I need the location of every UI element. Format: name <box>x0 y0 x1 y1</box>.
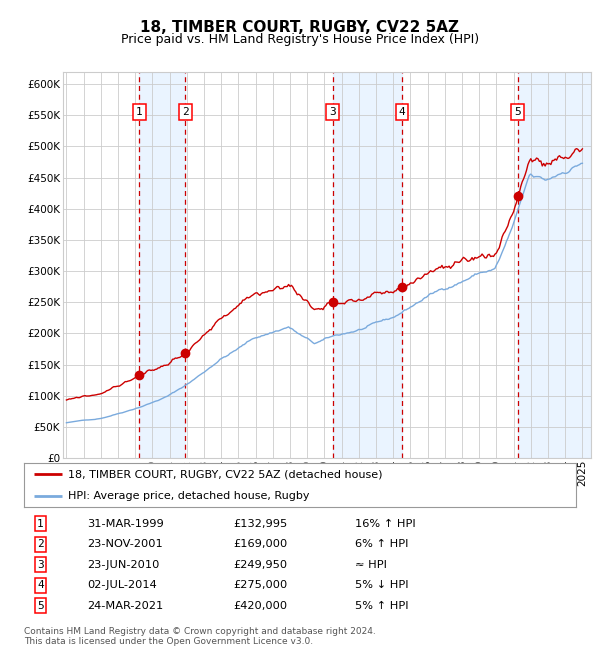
Text: Contains HM Land Registry data © Crown copyright and database right 2024.
This d: Contains HM Land Registry data © Crown c… <box>24 627 376 646</box>
Text: £420,000: £420,000 <box>234 601 288 611</box>
Text: 31-MAR-1999: 31-MAR-1999 <box>88 519 164 529</box>
Text: £132,995: £132,995 <box>234 519 288 529</box>
Bar <box>139 72 185 458</box>
Text: 2: 2 <box>182 107 188 117</box>
Text: 4: 4 <box>398 107 406 117</box>
Text: £169,000: £169,000 <box>234 540 288 549</box>
Text: 18, TIMBER COURT, RUGBY, CV22 5AZ: 18, TIMBER COURT, RUGBY, CV22 5AZ <box>140 20 460 34</box>
Text: HPI: Average price, detached house, Rugby: HPI: Average price, detached house, Rugb… <box>68 491 310 500</box>
Text: 3: 3 <box>329 107 336 117</box>
Text: 1: 1 <box>37 519 44 529</box>
Text: 23-NOV-2001: 23-NOV-2001 <box>88 540 163 549</box>
Text: 6% ↑ HPI: 6% ↑ HPI <box>355 540 409 549</box>
Text: 5: 5 <box>37 601 44 611</box>
Text: £275,000: £275,000 <box>234 580 288 590</box>
Text: 2: 2 <box>37 540 44 549</box>
Text: 24-MAR-2021: 24-MAR-2021 <box>88 601 164 611</box>
Bar <box>332 72 402 458</box>
Text: 4: 4 <box>37 580 44 590</box>
Text: 1: 1 <box>136 107 143 117</box>
Text: 16% ↑ HPI: 16% ↑ HPI <box>355 519 416 529</box>
Text: Price paid vs. HM Land Registry's House Price Index (HPI): Price paid vs. HM Land Registry's House … <box>121 32 479 46</box>
Text: ≈ HPI: ≈ HPI <box>355 560 387 570</box>
Text: 5% ↑ HPI: 5% ↑ HPI <box>355 601 409 611</box>
Text: 5% ↓ HPI: 5% ↓ HPI <box>355 580 409 590</box>
Text: 23-JUN-2010: 23-JUN-2010 <box>88 560 160 570</box>
Bar <box>518 72 591 458</box>
Text: £249,950: £249,950 <box>234 560 288 570</box>
Text: 3: 3 <box>37 560 44 570</box>
Text: 02-JUL-2014: 02-JUL-2014 <box>88 580 157 590</box>
Text: 5: 5 <box>514 107 521 117</box>
Bar <box>518 72 591 458</box>
Text: 18, TIMBER COURT, RUGBY, CV22 5AZ (detached house): 18, TIMBER COURT, RUGBY, CV22 5AZ (detac… <box>68 469 383 479</box>
